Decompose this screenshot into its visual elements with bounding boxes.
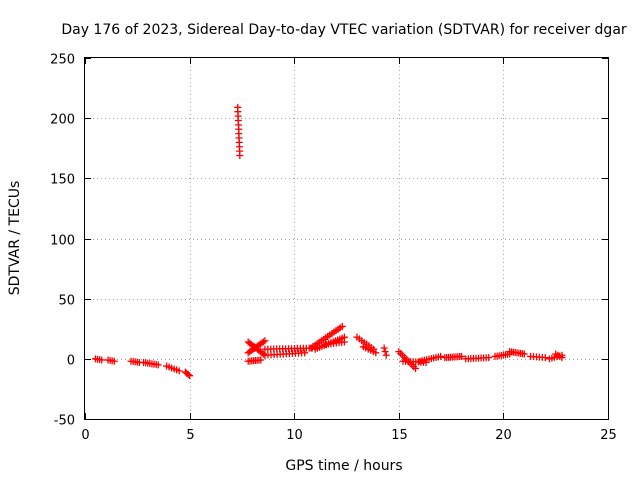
data-point	[372, 349, 380, 357]
data-point	[412, 364, 420, 372]
data-point	[186, 372, 194, 380]
data-point	[154, 361, 162, 369]
data-point	[485, 354, 493, 362]
x-axis-label: GPS time / hours	[285, 458, 402, 474]
data-point	[340, 338, 348, 346]
data-point	[110, 357, 118, 365]
y-tick-label: -50	[54, 414, 75, 429]
chart-title: Day 176 of 2023, Sidereal Day-to-day VTE…	[61, 22, 627, 38]
data-points	[91, 103, 566, 380]
data-point	[382, 351, 390, 359]
data-point	[175, 367, 183, 375]
x-tick-label: 25	[600, 428, 617, 443]
data-point	[259, 338, 267, 346]
data-point	[458, 352, 466, 360]
data-point	[381, 348, 389, 356]
y-axis-label: SDTVAR / TECUs	[7, 181, 23, 296]
data-point	[558, 354, 566, 362]
x-tick-label: 0	[81, 428, 89, 443]
y-tick-label: 200	[50, 113, 75, 128]
data-point	[437, 352, 445, 360]
y-tick-label: 250	[50, 53, 75, 68]
data-point	[257, 356, 265, 364]
y-tick-label: 0	[67, 354, 75, 369]
y-tick-label: 50	[58, 294, 75, 309]
x-tick-label: 20	[495, 428, 512, 443]
x-tick-label: 15	[391, 428, 408, 443]
data-point	[541, 354, 549, 362]
data-point	[520, 350, 528, 358]
grid-lines	[85, 58, 608, 419]
data-point	[301, 349, 309, 357]
data-point	[184, 370, 192, 378]
data-point	[338, 322, 346, 330]
data-point	[236, 151, 244, 159]
data-point	[380, 344, 388, 352]
data-point	[259, 350, 267, 358]
data-point	[261, 337, 269, 345]
x-tick-label: 5	[186, 428, 194, 443]
x-tick-label: 10	[286, 428, 303, 443]
axes: -50 0 50 100 150 200 250 0 5 10 15 20 25	[50, 53, 617, 444]
data-point	[98, 356, 106, 364]
y-tick-label: 150	[50, 173, 75, 188]
y-tick-label: 100	[50, 234, 75, 249]
plot-frame	[84, 57, 609, 420]
